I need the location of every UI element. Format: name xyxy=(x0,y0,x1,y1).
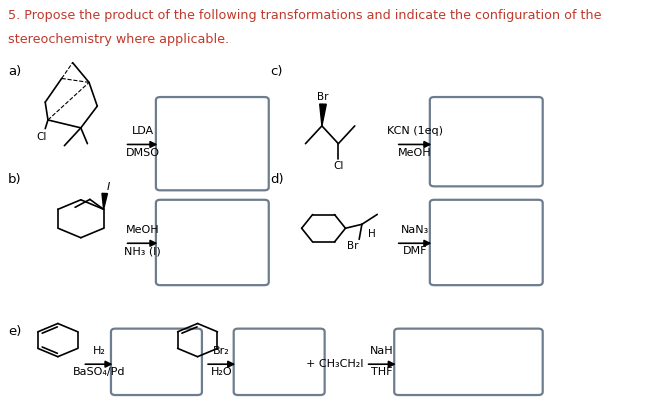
FancyBboxPatch shape xyxy=(430,200,543,285)
FancyBboxPatch shape xyxy=(234,329,325,395)
Text: KCN (1eq): KCN (1eq) xyxy=(387,126,443,136)
Text: + CH₃CH₂I: + CH₃CH₂I xyxy=(305,359,363,369)
Text: c): c) xyxy=(270,64,283,78)
FancyBboxPatch shape xyxy=(156,97,269,190)
Text: NaH: NaH xyxy=(371,345,394,355)
Text: H₂: H₂ xyxy=(93,345,106,355)
FancyBboxPatch shape xyxy=(156,200,269,285)
Text: Br: Br xyxy=(347,241,358,251)
Text: Cl: Cl xyxy=(36,132,47,142)
Text: DMSO: DMSO xyxy=(126,148,159,158)
Text: Br: Br xyxy=(318,92,329,102)
Text: stereochemistry where applicable.: stereochemistry where applicable. xyxy=(8,33,229,46)
Text: BaSO₄/Pd: BaSO₄/Pd xyxy=(73,367,125,377)
FancyBboxPatch shape xyxy=(430,97,543,186)
Text: DMF: DMF xyxy=(403,246,427,256)
FancyBboxPatch shape xyxy=(111,329,202,395)
Text: NaN₃: NaN₃ xyxy=(401,224,429,234)
Text: LDA: LDA xyxy=(132,126,154,136)
Text: d): d) xyxy=(270,173,283,186)
Text: H₂O: H₂O xyxy=(211,367,233,377)
Text: Cl: Cl xyxy=(333,162,343,172)
Text: I: I xyxy=(106,182,110,192)
Polygon shape xyxy=(319,104,327,126)
Polygon shape xyxy=(102,193,108,209)
Text: a): a) xyxy=(8,64,21,78)
FancyBboxPatch shape xyxy=(394,329,543,395)
Text: MeOH: MeOH xyxy=(126,224,159,234)
Text: MeOH: MeOH xyxy=(399,148,432,158)
Text: NH₃ (l): NH₃ (l) xyxy=(124,246,161,256)
Text: b): b) xyxy=(8,173,21,186)
Text: THF: THF xyxy=(371,367,393,377)
Text: e): e) xyxy=(8,326,21,338)
Text: H: H xyxy=(369,229,376,239)
Text: 5. Propose the product of the following transformations and indicate the configu: 5. Propose the product of the following … xyxy=(8,9,601,22)
Text: Br₂: Br₂ xyxy=(213,345,230,355)
